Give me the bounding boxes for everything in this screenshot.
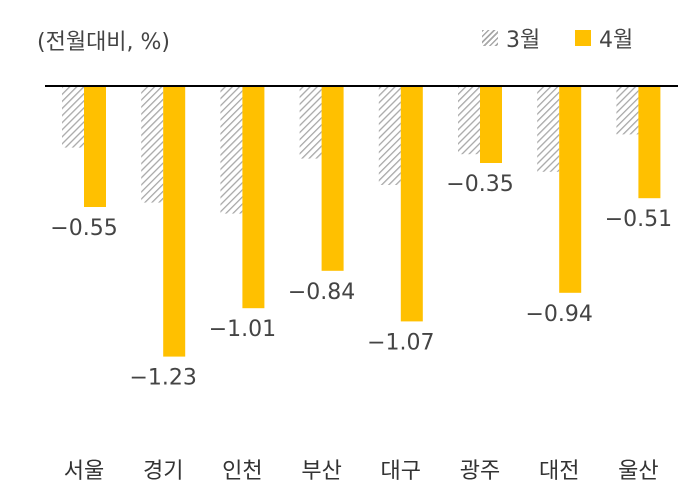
bar-march-8 [616, 86, 639, 135]
category-label-5: 대구 [381, 459, 421, 484]
value-label-7: −0.94 [525, 302, 592, 327]
bar-march-3 [220, 86, 243, 214]
legend-item-april: 4월 [575, 22, 633, 54]
bar-april-2 [163, 86, 186, 357]
category-label-4: 부산 [301, 459, 341, 484]
bar-april-6 [480, 86, 502, 163]
bar-march-5 [378, 86, 401, 185]
bar-march-1 [62, 86, 84, 148]
category-label-3: 인천 [222, 459, 262, 484]
legend-label-march: 3월 [506, 28, 541, 53]
value-label-1: −0.55 [50, 216, 117, 241]
bar-april-3 [242, 86, 265, 309]
bar-march-4 [299, 86, 322, 159]
value-label-5: −1.07 [367, 330, 434, 355]
category-label-6: 광주 [460, 459, 500, 484]
solid-swatch-icon [575, 30, 591, 46]
bar-march-2 [141, 86, 164, 203]
hatch-swatch-icon [482, 30, 498, 46]
category-label-2: 경기 [143, 459, 183, 484]
value-label-6: −0.35 [446, 172, 513, 197]
value-label-3: −1.01 [209, 317, 276, 342]
category-label-7: 대전 [539, 459, 579, 484]
legend-label-april: 4월 [599, 28, 634, 53]
unit-label: (전월대비, %) [37, 30, 171, 55]
category-label-8: 울산 [618, 459, 658, 484]
category-label-1: 서울 [64, 459, 104, 484]
bar-april-7 [559, 86, 582, 293]
legend-item-march: 3월 [482, 22, 540, 54]
value-label-4: −0.84 [288, 280, 355, 305]
bar-april-8 [638, 86, 661, 199]
bar-march-7 [537, 86, 560, 172]
bar-april-4 [321, 86, 344, 271]
bar-april-1 [84, 86, 106, 207]
bar-april-5 [400, 86, 423, 322]
value-label-8: −0.51 [605, 207, 672, 232]
bar-march-6 [458, 86, 480, 155]
value-label-2: −1.23 [129, 366, 196, 391]
